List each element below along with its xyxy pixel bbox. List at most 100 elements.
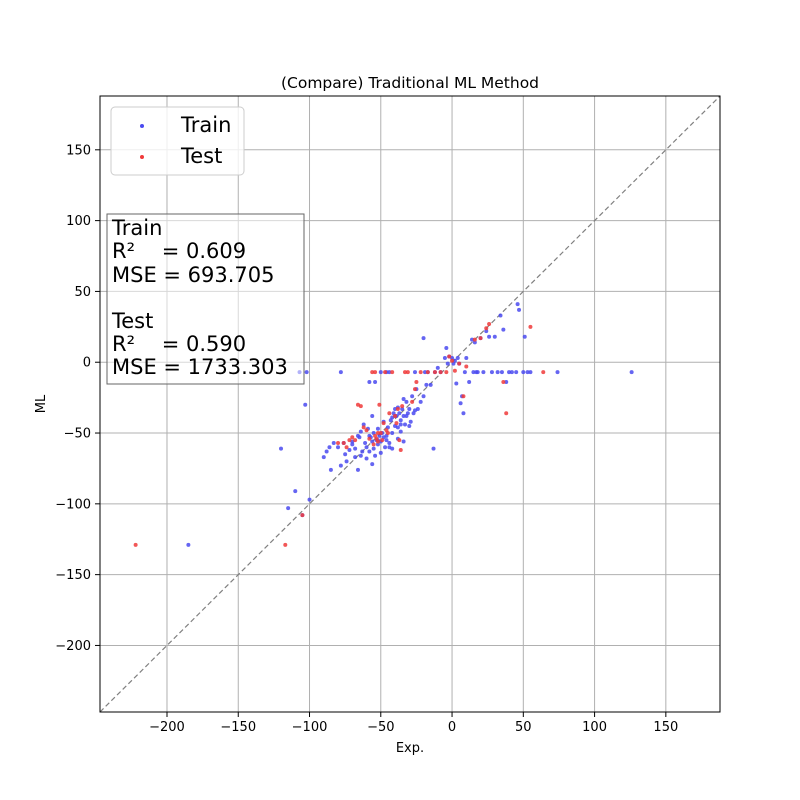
data-point-train: [507, 370, 512, 375]
data-point-train: [504, 380, 509, 385]
data-point-train: [525, 370, 530, 375]
data-point-test: [438, 370, 443, 375]
data-point-train: [390, 431, 395, 436]
data-point-test: [377, 402, 382, 407]
data-point-train: [442, 355, 447, 360]
data-point-train: [454, 381, 459, 386]
data-point-test: [414, 380, 419, 385]
x-tick-label: −100: [292, 720, 328, 735]
data-point-train: [373, 380, 378, 385]
data-point-train: [321, 455, 326, 460]
stats-annotation: Train R² = 0.609 MSE = 693.705 Test R² =…: [106, 213, 305, 385]
data-point-train: [395, 425, 400, 430]
data-point-test: [344, 445, 349, 450]
data-point-train: [384, 438, 389, 443]
data-point-train: [428, 382, 433, 387]
data-point-train: [424, 382, 429, 387]
data-point-train: [401, 414, 406, 419]
data-point-train: [498, 313, 503, 318]
data-point-train: [338, 463, 343, 468]
data-point-train: [378, 370, 383, 375]
y-tick-label: 100: [66, 214, 91, 229]
y-tick-label: −150: [55, 568, 91, 583]
data-point-train: [515, 302, 520, 307]
legend-marker-train: [140, 124, 144, 128]
data-point-train: [489, 370, 494, 375]
legend-label-test: Test: [180, 144, 222, 168]
data-point-train: [186, 542, 191, 547]
data-point-train: [509, 370, 514, 375]
data-point-train: [327, 445, 332, 450]
stats-line-train-heading: Train: [111, 216, 162, 240]
stats-line-train-mse: MSE = 693.705: [112, 263, 275, 287]
data-point-test: [373, 433, 378, 438]
data-point-train: [364, 456, 369, 461]
data-point-train: [370, 462, 375, 467]
data-point-test: [336, 440, 341, 445]
legend-marker-test: [140, 155, 144, 159]
data-point-test: [501, 380, 506, 385]
data-point-test: [432, 370, 437, 375]
data-point-train: [501, 327, 506, 332]
x-tick-label: −150: [220, 720, 256, 735]
series-test: [133, 321, 546, 547]
data-point-train: [398, 429, 403, 434]
x-tick-label: −50: [367, 720, 394, 735]
data-point-test: [375, 431, 380, 436]
data-point-test: [425, 370, 430, 375]
data-point-train: [445, 361, 450, 366]
data-point-train: [407, 423, 412, 428]
data-point-train: [370, 414, 375, 419]
data-point-train: [401, 439, 406, 444]
data-point-test: [397, 438, 402, 443]
data-point-train: [378, 450, 383, 455]
data-point-train: [555, 370, 560, 375]
data-point-train: [421, 394, 426, 399]
data-point-train: [331, 440, 336, 445]
data-point-train: [401, 397, 406, 402]
data-point-test: [370, 370, 375, 375]
data-point-test: [450, 358, 455, 363]
data-point-train: [307, 497, 312, 502]
data-point-train: [293, 489, 298, 494]
data-point-test: [457, 361, 462, 366]
data-point-test: [358, 404, 363, 409]
data-point-train: [404, 399, 409, 404]
y-axis-label: ML: [34, 394, 49, 413]
data-point-train: [343, 452, 348, 457]
data-point-train: [461, 411, 466, 416]
data-point-train: [375, 442, 380, 447]
data-point-train: [279, 446, 284, 451]
data-point-train: [464, 355, 469, 360]
data-point-train: [303, 402, 308, 407]
data-point-test: [410, 399, 415, 404]
stats-line-test-r2: R² = 0.590: [112, 332, 246, 356]
data-point-train: [367, 380, 372, 385]
stats-line-test-heading: Test: [111, 309, 153, 333]
data-point-train: [412, 370, 417, 375]
data-point-train: [481, 370, 486, 375]
y-tick-label: −50: [64, 427, 91, 442]
data-point-train: [487, 334, 492, 339]
data-point-train: [521, 370, 526, 375]
data-point-train: [387, 445, 392, 450]
data-point-train: [412, 408, 417, 413]
data-point-train: [398, 422, 403, 427]
data-point-train: [470, 337, 474, 342]
data-point-test: [395, 406, 400, 411]
data-point-test: [484, 326, 489, 331]
data-point-train: [458, 401, 463, 406]
data-point-test: [375, 439, 380, 444]
data-point-train: [455, 355, 460, 360]
chart-title: (Compare) Traditional ML Method: [281, 74, 539, 92]
data-point-train: [452, 358, 457, 363]
data-point-test: [364, 428, 369, 433]
y-tick-label: −200: [55, 639, 91, 654]
data-point-test: [487, 321, 492, 326]
data-point-train: [324, 449, 329, 454]
stats-line-train-r2: R² = 0.609: [112, 239, 246, 263]
data-point-train: [350, 442, 355, 447]
data-point-test: [341, 440, 346, 445]
